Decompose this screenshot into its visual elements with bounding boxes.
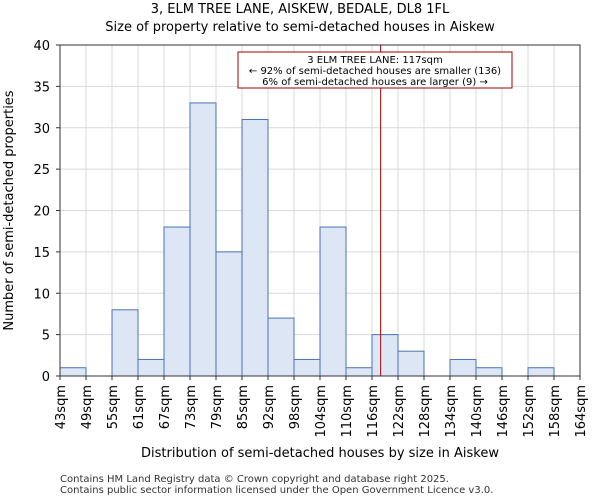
annotation-line-1: 3 ELM TREE LANE: 117sqm bbox=[307, 55, 442, 66]
bar-67sqm bbox=[163, 226, 191, 377]
chart-title: 3, ELM TREE LANE, AISKEW, BEDALE, DL8 1F… bbox=[150, 2, 450, 17]
bar-43sqm bbox=[59, 367, 87, 377]
x-tick-label: 43sqm bbox=[54, 385, 69, 429]
x-tick-label: 61sqm bbox=[132, 385, 147, 429]
bar-98sqm bbox=[293, 358, 321, 377]
bar-79sqm bbox=[215, 251, 243, 377]
bars bbox=[59, 102, 555, 377]
x-tick-label: 116sqm bbox=[366, 385, 381, 438]
x-tick-label: 140sqm bbox=[470, 385, 485, 438]
chart-subtitle: Size of property relative to semi-detach… bbox=[105, 20, 495, 35]
y-tick-label: 0 bbox=[42, 370, 50, 385]
x-tick-label: 67sqm bbox=[158, 385, 173, 429]
x-tick-label: 73sqm bbox=[184, 385, 199, 429]
x-tick-label: 122sqm bbox=[392, 385, 407, 438]
bar-134sqm bbox=[449, 358, 477, 377]
x-tick-label: 55sqm bbox=[106, 385, 121, 429]
x-tick-label: 152sqm bbox=[522, 385, 537, 438]
x-tick-label: 98sqm bbox=[288, 385, 303, 429]
bar-104sqm bbox=[319, 226, 347, 377]
annotation-line-3: 6% of semi-detached houses are larger (9… bbox=[262, 77, 488, 88]
x-tick-label: 92sqm bbox=[262, 385, 277, 429]
annotation-box bbox=[237, 51, 513, 89]
bar-122sqm bbox=[397, 350, 425, 377]
y-tick-label: 20 bbox=[33, 205, 50, 220]
bar-61sqm bbox=[137, 358, 165, 377]
x-tick-label: 164sqm bbox=[574, 385, 589, 438]
bar-85sqm bbox=[241, 118, 269, 377]
y-tick-label: 40 bbox=[33, 39, 50, 54]
bar-110sqm bbox=[345, 367, 373, 377]
y-tick-label: 10 bbox=[33, 287, 50, 302]
y-tick-label: 5 bbox=[42, 329, 50, 344]
y-axis-ticks: 0 5 10 15 20 25 30 35 40 bbox=[33, 39, 60, 385]
x-axis-ticks: 43sqm 49sqm 55sqm 61sqm 67sqm 73sqm 79sqm 85sqm… bbox=[54, 376, 589, 438]
x-tick-label: 104sqm bbox=[314, 385, 329, 438]
bar-152sqm bbox=[527, 367, 555, 377]
x-tick-label: 128sqm bbox=[418, 385, 433, 438]
x-tick-label: 134sqm bbox=[444, 385, 459, 438]
y-tick-label: 35 bbox=[33, 80, 50, 95]
x-tick-label: 146sqm bbox=[496, 385, 511, 438]
bar-116sqm bbox=[371, 334, 399, 377]
y-tick-label: 15 bbox=[33, 246, 50, 261]
annotation-line-2: ← 92% of semi-detached houses are smalle… bbox=[249, 66, 501, 77]
bar-55sqm bbox=[111, 309, 139, 377]
y-axis-label: Number of semi-detached properties bbox=[2, 90, 17, 330]
y-tick-label: 30 bbox=[33, 122, 50, 137]
footer-line-1: Contains HM Land Registry data © Crown c… bbox=[60, 474, 449, 485]
footer-line-2: Contains public sector information licen… bbox=[60, 485, 494, 496]
x-tick-label: 110sqm bbox=[340, 385, 355, 438]
bar-73sqm bbox=[189, 102, 217, 377]
bar-140sqm bbox=[475, 367, 503, 377]
y-tick-label: 25 bbox=[33, 163, 50, 178]
bar-92sqm bbox=[267, 317, 295, 377]
x-axis-label: Distribution of semi-detached houses by … bbox=[141, 446, 499, 461]
x-tick-label: 79sqm bbox=[210, 385, 225, 429]
x-tick-label: 158sqm bbox=[548, 385, 563, 438]
x-tick-label: 49sqm bbox=[80, 385, 95, 429]
x-tick-label: 85sqm bbox=[236, 385, 251, 429]
